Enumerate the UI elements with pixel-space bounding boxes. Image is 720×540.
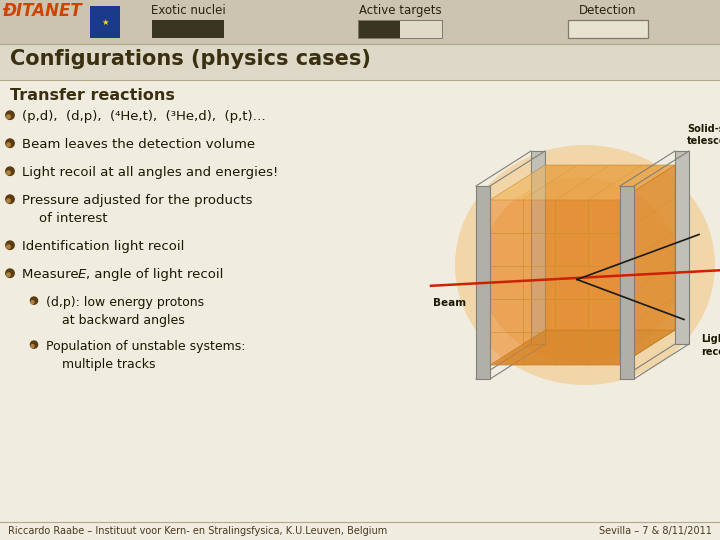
- Polygon shape: [490, 330, 675, 365]
- Circle shape: [6, 143, 10, 146]
- Text: Light
recoils: Light recoils: [701, 334, 720, 357]
- Text: Beam leaves the detection volume: Beam leaves the detection volume: [22, 138, 255, 151]
- Text: (d,p): low energy protons: (d,p): low energy protons: [46, 296, 204, 309]
- Polygon shape: [545, 165, 675, 330]
- Circle shape: [6, 245, 10, 248]
- Text: Configurations (physics cases): Configurations (physics cases): [10, 49, 371, 69]
- Text: Transfer reactions: Transfer reactions: [10, 88, 175, 103]
- Text: Light recoil at all angles and energies!: Light recoil at all angles and energies!: [22, 166, 278, 179]
- Ellipse shape: [455, 145, 715, 385]
- Circle shape: [6, 111, 14, 119]
- Polygon shape: [490, 200, 620, 365]
- Circle shape: [30, 297, 37, 304]
- Circle shape: [6, 199, 10, 202]
- Text: Measure: Measure: [22, 268, 83, 281]
- Text: Sevilla – 7 & 8/11/2011: Sevilla – 7 & 8/11/2011: [599, 526, 712, 536]
- Text: at backward angles: at backward angles: [46, 314, 185, 327]
- Circle shape: [6, 269, 14, 278]
- Bar: [0, 44, 720, 80]
- Text: Identification light recoil: Identification light recoil: [22, 240, 184, 253]
- Polygon shape: [531, 151, 545, 344]
- Text: E: E: [78, 268, 86, 281]
- Circle shape: [6, 171, 10, 174]
- Text: Solid-state
telescopes: Solid-state telescopes: [687, 124, 720, 146]
- Circle shape: [31, 301, 34, 303]
- Text: Population of unstable systems:: Population of unstable systems:: [46, 340, 246, 353]
- Circle shape: [30, 341, 37, 348]
- Bar: [90, 6, 120, 38]
- Text: Riccardo Raabe – Instituut voor Kern- en Stralingsfysica, K.U.Leuven, Belgium: Riccardo Raabe – Instituut voor Kern- en…: [8, 526, 387, 536]
- Bar: [358, 20, 400, 38]
- Text: Exotic nuclei: Exotic nuclei: [150, 4, 225, 17]
- Polygon shape: [675, 151, 689, 344]
- Text: , angle of light recoil: , angle of light recoil: [86, 268, 223, 281]
- Text: of interest: of interest: [22, 212, 107, 225]
- Bar: [358, 20, 442, 38]
- Text: multiple tracks: multiple tracks: [46, 358, 156, 371]
- Text: ĐITANET: ĐITANET: [2, 2, 82, 20]
- Text: Pressure adjusted for the products: Pressure adjusted for the products: [22, 194, 253, 207]
- Text: Detection: Detection: [580, 4, 636, 17]
- Bar: [568, 20, 648, 38]
- Ellipse shape: [480, 178, 680, 362]
- Polygon shape: [620, 186, 634, 379]
- Text: Active targets: Active targets: [359, 4, 441, 17]
- Bar: [0, 0, 720, 44]
- Polygon shape: [490, 165, 675, 200]
- Circle shape: [6, 139, 14, 147]
- Text: (p,d),  (d,p),  (⁴He,t),  (³He,d),  (p,t)…: (p,d), (d,p), (⁴He,t), (³He,d), (p,t)…: [22, 110, 266, 123]
- Polygon shape: [476, 186, 490, 379]
- Circle shape: [6, 241, 14, 249]
- Text: ★: ★: [102, 17, 109, 26]
- Circle shape: [31, 345, 34, 348]
- Bar: [152, 20, 224, 38]
- Circle shape: [6, 195, 14, 204]
- Text: Beam: Beam: [433, 298, 466, 308]
- Polygon shape: [620, 165, 675, 365]
- Circle shape: [6, 167, 14, 176]
- Circle shape: [6, 115, 10, 118]
- Circle shape: [6, 273, 10, 276]
- Bar: [400, 20, 442, 38]
